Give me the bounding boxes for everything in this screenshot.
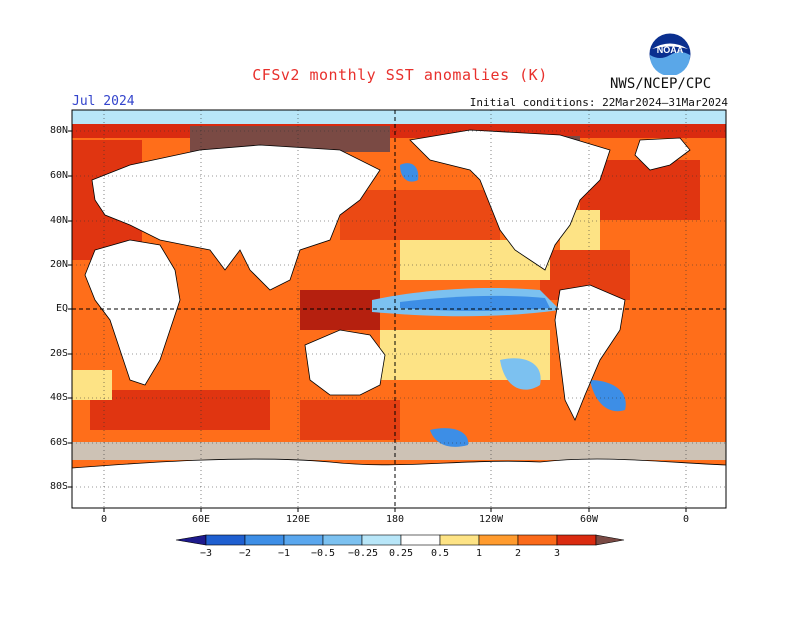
colorbar-label: −2 <box>238 548 252 559</box>
colorbar-seg-10 <box>556 534 597 546</box>
arctic-band <box>72 110 726 124</box>
colorbar-seg-3 <box>283 534 324 546</box>
colorbar-seg-11 <box>595 534 625 546</box>
colorbar-label: 0.5 <box>430 548 450 559</box>
map-title: CFSv2 monthly SST anomalies (K) <box>252 66 548 84</box>
colorbar-seg-4 <box>322 534 363 546</box>
colorbar-seg-2 <box>244 534 285 546</box>
colorbar-label: −0.5 <box>310 548 336 559</box>
colorbar <box>175 534 625 546</box>
lon-label-120e: 120E <box>285 514 311 525</box>
south-america-landmass <box>554 284 626 421</box>
source-label: NWS/NCEP/CPC <box>610 76 712 92</box>
eurasia-landmass <box>91 144 381 291</box>
colorbar-seg-8 <box>478 534 519 546</box>
colorbar-label: 3 <box>553 548 561 559</box>
lat-label-20s: 20S <box>49 348 68 359</box>
colorbar-seg-7 <box>439 534 480 546</box>
lon-label-60e: 60E <box>191 514 211 525</box>
colorbar-label: −1 <box>277 548 291 559</box>
colorbar-label: 2 <box>514 548 522 559</box>
equator-dateline-lines <box>72 110 726 508</box>
africa-landmass <box>84 239 181 386</box>
lat-label-eq: EQ <box>55 303 68 314</box>
colorbar-seg-1 <box>205 534 246 546</box>
colorbar-seg-6 <box>400 534 441 546</box>
lat-label-60n: 60N <box>49 170 68 181</box>
noaa-logo-text: NOAA <box>657 45 684 55</box>
antarctica-landmass <box>72 458 726 508</box>
lon-label-120w: 120W <box>478 514 504 525</box>
colorbar-seg-5 <box>361 534 402 546</box>
colorbar-label: 0.25 <box>388 548 414 559</box>
colorbar-label: −0.25 <box>347 548 379 559</box>
lat-label-40s: 40S <box>49 392 68 403</box>
lat-label-80s: 80S <box>49 481 68 492</box>
lon-label-60w: 60W <box>579 514 599 525</box>
noaa-logo-icon: NOAA <box>649 33 691 75</box>
colorbar-label: −3 <box>199 548 213 559</box>
north-america-landmass <box>409 129 611 271</box>
colorbar-label: 1 <box>475 548 483 559</box>
colorbar-seg-9 <box>517 534 558 546</box>
australia-landmass <box>304 329 386 396</box>
lat-label-60s: 60S <box>49 437 68 448</box>
lat-label-20n: 20N <box>49 259 68 270</box>
initial-conditions: Initial conditions: 22Mar2024–31Mar2024 <box>469 96 728 109</box>
lat-lon-grid <box>72 110 726 508</box>
lon-label-0-left: 0 <box>100 514 108 525</box>
lat-label-80n: 80N <box>49 125 68 136</box>
forecast-month: Jul 2024 <box>72 94 135 109</box>
colorbar-seg-0 <box>175 534 207 546</box>
lon-label-0-right: 0 <box>682 514 690 525</box>
lat-label-40n: 40N <box>49 215 68 226</box>
lon-label-180: 180 <box>385 514 405 525</box>
greenland-landmass <box>634 137 691 171</box>
